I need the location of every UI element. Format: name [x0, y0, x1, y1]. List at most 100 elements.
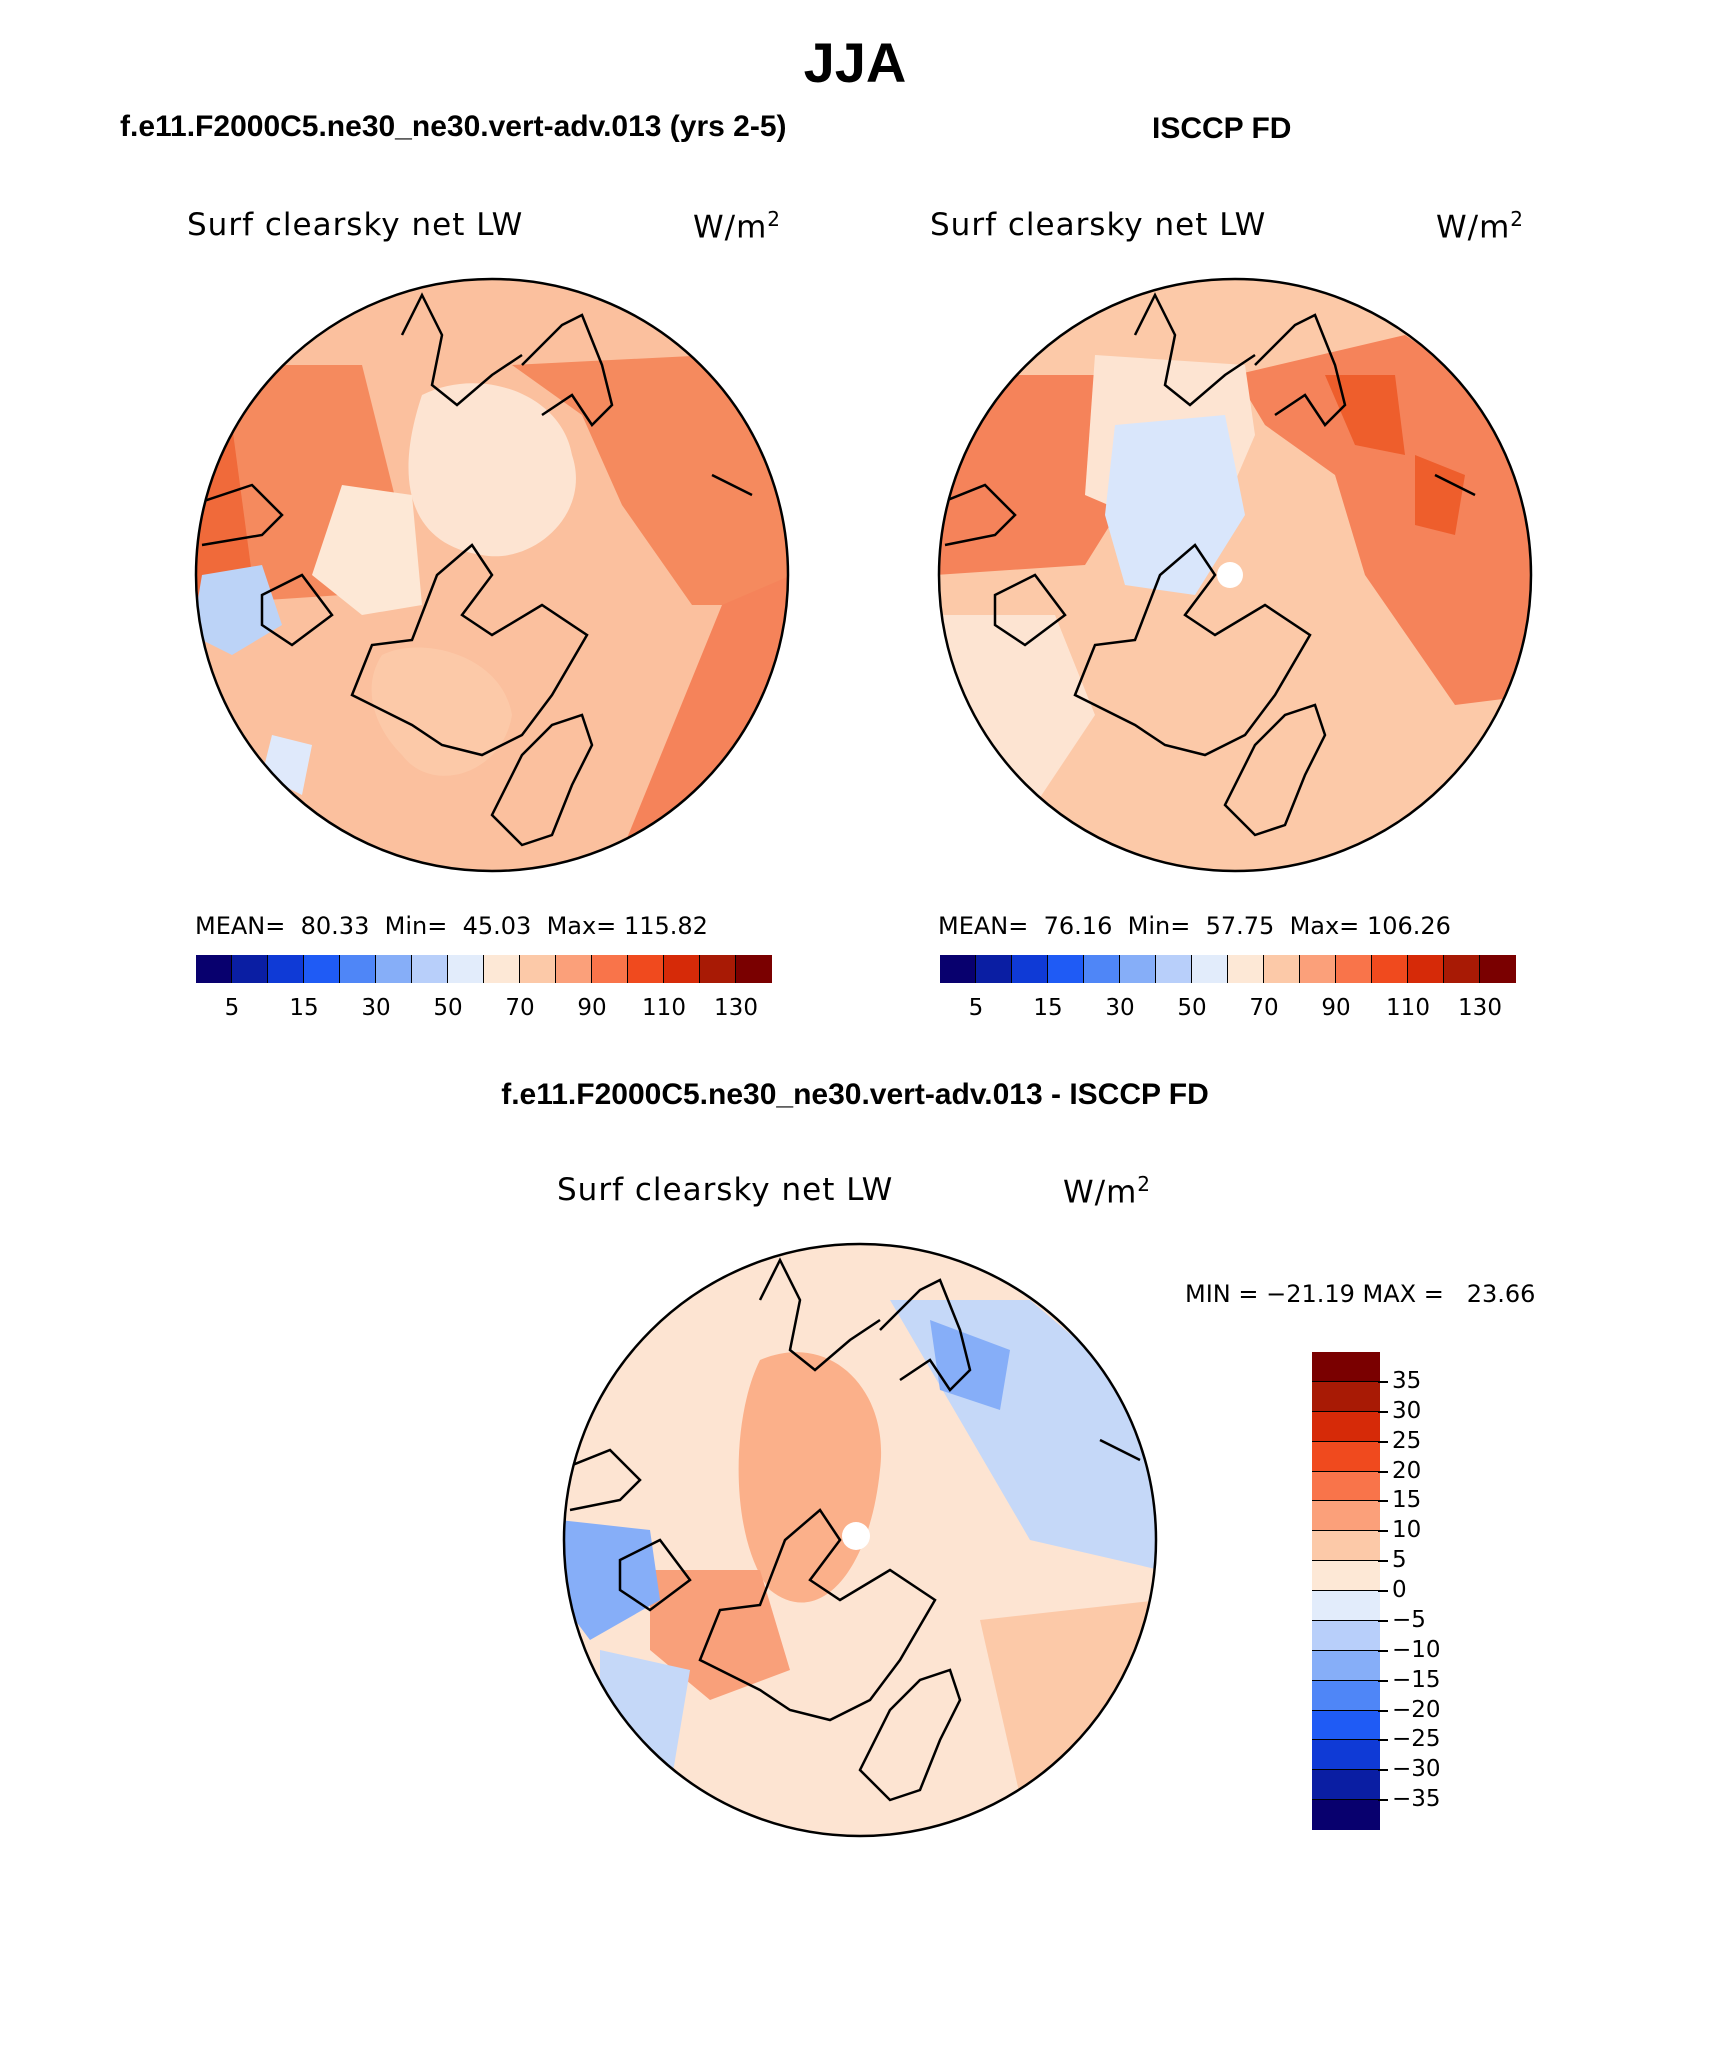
model-colorbar-swatch: [412, 955, 448, 983]
model-stats: MEAN= 80.33 Min= 45.03 Max= 115.82: [195, 912, 708, 940]
difference-colorbar-tick-label: 10: [1392, 1517, 1422, 1544]
obs-colorbar-swatch: [1012, 955, 1048, 983]
difference-units-label: W/m2: [1063, 1172, 1152, 1211]
difference-colorbar-tick-label: −15: [1392, 1666, 1441, 1693]
season-title: JJA: [803, 31, 907, 94]
obs-colorbar-swatch: [1228, 955, 1264, 983]
obs-colorbar-swatch: [1480, 955, 1516, 983]
difference-colorbar: [1312, 1352, 1380, 1830]
model-colorbar-swatch: [340, 955, 376, 983]
difference-variable-label: Surf clearsky net LW: [557, 1172, 894, 1208]
obs-colorbar-swatch: [1336, 955, 1372, 983]
difference-colorbar-swatch: [1312, 1411, 1380, 1442]
model-colorbar-tick-label: 130: [714, 995, 758, 1021]
map-field-cold-patch: [196, 565, 282, 655]
difference-colorbar-swatch: [1312, 1471, 1380, 1502]
difference-colorbar-tick-mark: [1378, 1709, 1388, 1712]
difference-colorbar-swatch: [1312, 1501, 1380, 1532]
map-field-positive-anomaly: [980, 1600, 1156, 1836]
map-boundary: [194, 277, 790, 873]
obs-colorbar-tick-label: 30: [1105, 995, 1135, 1021]
obs-colorbar-swatch: [1192, 955, 1228, 983]
difference-colorbar-tick-mark: [1378, 1470, 1388, 1473]
model-colorbar-tick-label: 50: [433, 995, 463, 1021]
model-colorbar: [196, 955, 772, 983]
model-case-title: f.e11.F2000C5.ne30_ne30.vert-adv.013 (yr…: [120, 110, 787, 143]
difference-colorbar-swatch: [1312, 1531, 1380, 1562]
model-colorbar-swatch: [376, 955, 412, 983]
difference-colorbar-tick-mark: [1378, 1560, 1388, 1563]
difference-colorbar-tick-mark: [1378, 1649, 1388, 1652]
map-field-hot-region: [1415, 455, 1465, 535]
map-field-warm-region: [939, 375, 1135, 575]
difference-colorbar-swatch: [1312, 1352, 1380, 1382]
polar-data-gap: [1217, 562, 1243, 588]
difference-colorbar-tick-mark: [1378, 1590, 1388, 1592]
difference-colorbar-tick-mark: [1378, 1440, 1388, 1443]
difference-colorbar-tick-label: 30: [1392, 1397, 1422, 1424]
difference-colorbar-swatch: [1312, 1650, 1380, 1681]
model-colorbar-swatch: [664, 955, 700, 983]
obs-colorbar-tick-label: 70: [1249, 995, 1279, 1021]
map-field-hot-region: [1325, 375, 1405, 455]
difference-colorbar-tick-mark: [1378, 1380, 1388, 1383]
obs-colorbar-swatch: [1048, 955, 1084, 983]
map-field-cool-region: [312, 485, 422, 615]
obs-colorbar-tick-label: 130: [1458, 995, 1502, 1021]
model-colorbar-tick-label: 90: [577, 995, 607, 1021]
model-colorbar-tick-label: 5: [224, 995, 240, 1021]
polar-data-gap: [842, 1522, 870, 1550]
difference-minmax: MIN = −21.19 MAX = 23.66: [1185, 1280, 1536, 1308]
model-colorbar-swatch: [736, 955, 772, 983]
difference-colorbar-ticks: 35 30 25 20 15 10 5 0 −5 −10 −15 −20 −25 −30 −35: [1378, 1352, 1496, 1830]
difference-colorbar-swatch: [1312, 1800, 1380, 1830]
difference-colorbar-swatch: [1312, 1591, 1380, 1621]
difference-colorbar-tick-label: −30: [1392, 1756, 1441, 1783]
model-colorbar-swatch: [556, 955, 592, 983]
obs-colorbar-tick-label: 90: [1321, 995, 1351, 1021]
difference-colorbar-tick-label: 25: [1392, 1427, 1422, 1454]
coastline-outline: [939, 292, 1476, 837]
difference-colorbar-swatch: [1312, 1770, 1380, 1801]
difference-colorbar-tick-mark: [1378, 1739, 1388, 1742]
map-boundary: [562, 1242, 1158, 1838]
map-field-warm-region: [512, 355, 788, 605]
difference-colorbar-swatch: [1312, 1620, 1380, 1651]
model-colorbar-swatch: [628, 955, 664, 983]
obs-units-label: W/m2: [1436, 207, 1525, 246]
map-field-positive-anomaly: [650, 1570, 790, 1700]
difference-colorbar-swatch: [1312, 1441, 1380, 1472]
model-units-label: W/m2: [693, 207, 782, 246]
obs-colorbar-swatch: [1300, 955, 1336, 983]
obs-colorbar-swatch: [1372, 955, 1408, 983]
map-field-warm-region: [1235, 335, 1531, 705]
difference-colorbar-tick-mark: [1378, 1410, 1388, 1413]
difference-colorbar-tick-label: 15: [1392, 1487, 1422, 1514]
obs-stats: MEAN= 76.16 Min= 57.75 Max= 106.26: [938, 912, 1451, 940]
difference-colorbar-tick-label: −20: [1392, 1696, 1441, 1723]
model-colorbar-tick-label: 15: [289, 995, 319, 1021]
difference-colorbar-tick-label: 5: [1392, 1547, 1407, 1574]
model-colorbar-swatch: [484, 955, 520, 983]
difference-colorbar-swatch: [1312, 1740, 1380, 1771]
obs-colorbar-swatch: [1408, 955, 1444, 983]
model-colorbar-swatch: [304, 955, 340, 983]
obs-colorbar-swatch: [1156, 955, 1192, 983]
model-colorbar-tick-label: 110: [642, 995, 686, 1021]
difference-colorbar-tick-label: −5: [1392, 1606, 1426, 1633]
obs-colorbar-swatch: [976, 955, 1012, 983]
map-field-cool-core: [408, 383, 576, 557]
obs-variable-label: Surf clearsky net LW: [930, 207, 1267, 243]
model-colorbar-swatch: [268, 955, 304, 983]
difference-colorbar-tick-label: −10: [1392, 1636, 1441, 1663]
obs-colorbar-tick-label: 15: [1033, 995, 1063, 1021]
difference-colorbar-tick-mark: [1378, 1769, 1388, 1772]
map-field-land-region: [371, 647, 512, 776]
model-colorbar-swatch: [592, 955, 628, 983]
model-colorbar-swatch: [232, 955, 268, 983]
difference-polar-map: [562, 1242, 1158, 1838]
obs-colorbar-swatch: [1120, 955, 1156, 983]
difference-colorbar-swatch: [1312, 1381, 1380, 1412]
obs-colorbar-tick-label: 5: [968, 995, 984, 1021]
map-field-negative-anomaly: [564, 1520, 660, 1640]
